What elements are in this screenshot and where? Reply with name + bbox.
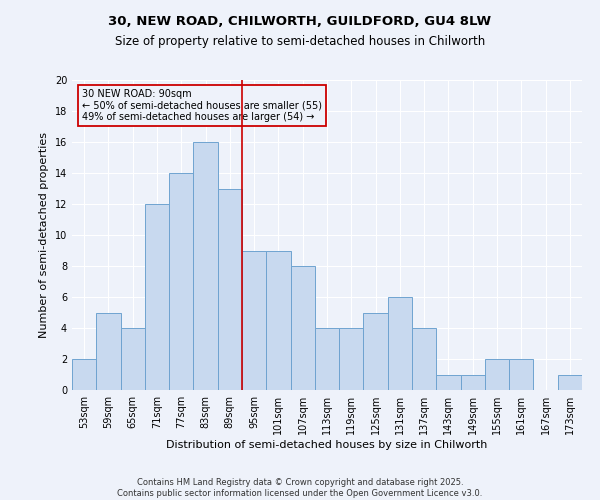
Bar xyxy=(339,328,364,390)
Text: Size of property relative to semi-detached houses in Chilworth: Size of property relative to semi-detach… xyxy=(115,35,485,48)
Bar xyxy=(266,250,290,390)
Bar xyxy=(121,328,145,390)
Bar xyxy=(509,359,533,390)
Bar xyxy=(485,359,509,390)
X-axis label: Distribution of semi-detached houses by size in Chilworth: Distribution of semi-detached houses by … xyxy=(166,440,488,450)
Bar xyxy=(193,142,218,390)
Bar xyxy=(412,328,436,390)
Bar xyxy=(290,266,315,390)
Bar xyxy=(96,312,121,390)
Bar xyxy=(364,312,388,390)
Bar xyxy=(218,188,242,390)
Bar xyxy=(145,204,169,390)
Bar xyxy=(436,374,461,390)
Text: Contains HM Land Registry data © Crown copyright and database right 2025.
Contai: Contains HM Land Registry data © Crown c… xyxy=(118,478,482,498)
Bar xyxy=(242,250,266,390)
Text: 30, NEW ROAD, CHILWORTH, GUILDFORD, GU4 8LW: 30, NEW ROAD, CHILWORTH, GUILDFORD, GU4 … xyxy=(109,15,491,28)
Bar xyxy=(558,374,582,390)
Y-axis label: Number of semi-detached properties: Number of semi-detached properties xyxy=(39,132,49,338)
Bar xyxy=(169,173,193,390)
Bar xyxy=(388,297,412,390)
Bar xyxy=(461,374,485,390)
Text: 30 NEW ROAD: 90sqm
← 50% of semi-detached houses are smaller (55)
49% of semi-de: 30 NEW ROAD: 90sqm ← 50% of semi-detache… xyxy=(82,90,322,122)
Bar xyxy=(315,328,339,390)
Bar xyxy=(72,359,96,390)
